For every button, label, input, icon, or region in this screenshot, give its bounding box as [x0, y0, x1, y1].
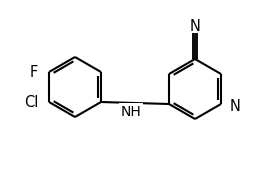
Text: F: F: [30, 65, 38, 79]
Text: N: N: [230, 99, 241, 114]
Text: N: N: [190, 19, 200, 33]
Text: NH: NH: [121, 105, 141, 119]
Text: Cl: Cl: [24, 94, 38, 110]
